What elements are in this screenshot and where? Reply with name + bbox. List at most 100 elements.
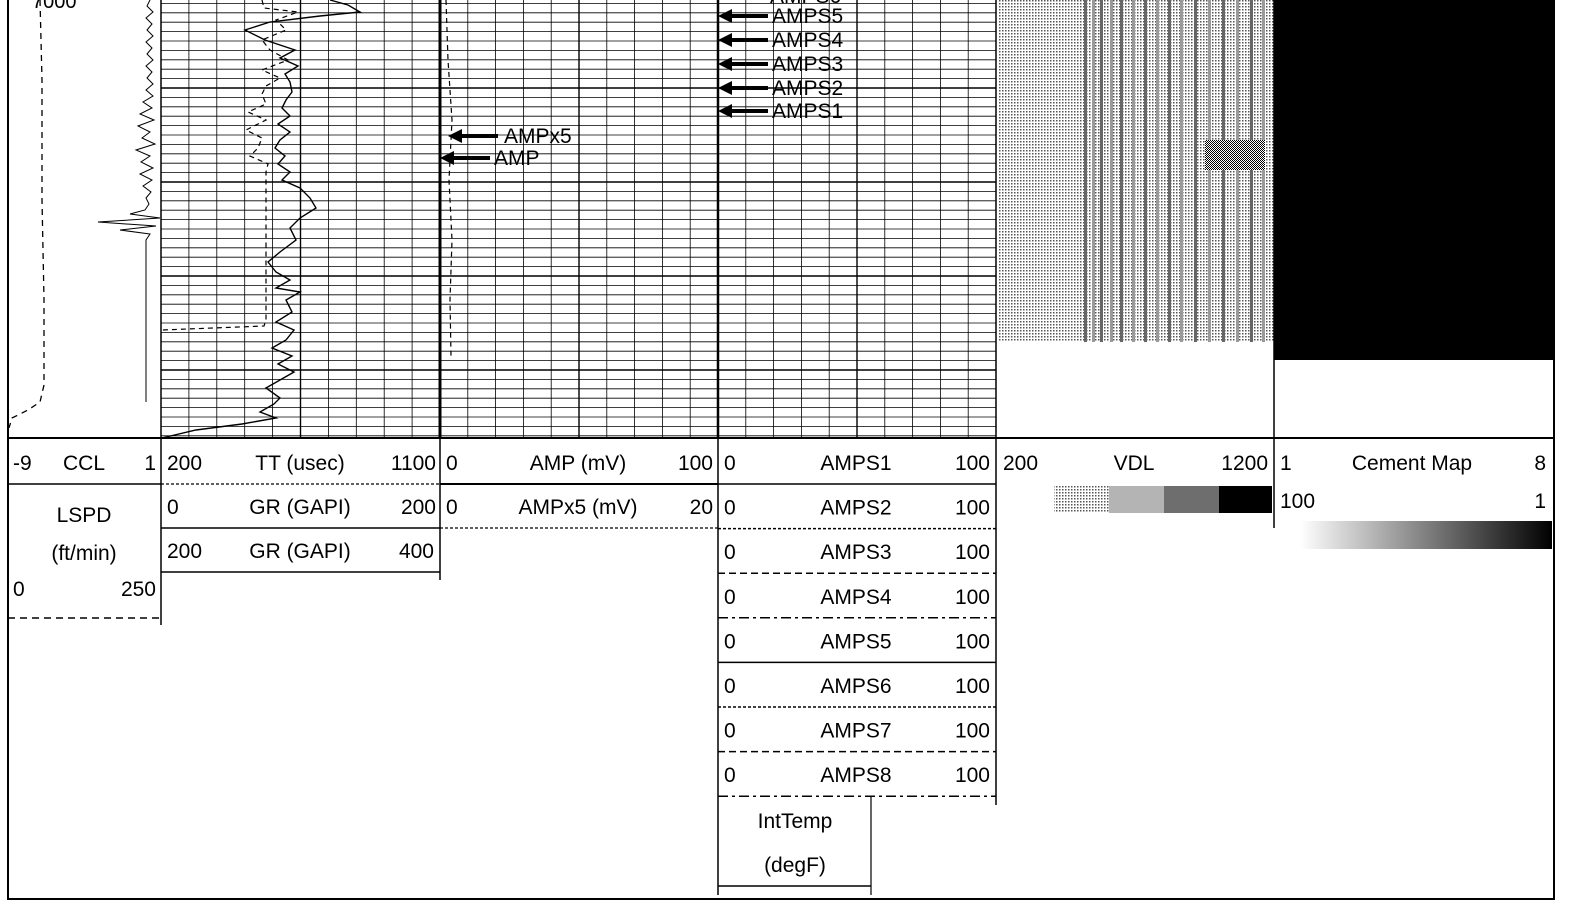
ampx5-pointer: AMPx5 (448, 125, 572, 148)
tt-name: TT (usec) (255, 452, 344, 475)
ccl-max: 1 (144, 452, 156, 475)
vdl-stripe (1194, 0, 1197, 342)
gr-max: 200 (401, 496, 436, 519)
vdl-waveform-stripes (1084, 0, 1265, 342)
amps-row-min: 0 (724, 675, 736, 698)
header-gr2: 200 GR (GAPI) 400 (161, 540, 440, 573)
lspd-max: 250 (121, 578, 156, 601)
gr2-name: GR (GAPI) (249, 540, 351, 563)
amp-name: AMP (mV) (530, 452, 626, 475)
tt-max: 1100 (391, 452, 436, 475)
cement-max: 8 (1534, 452, 1546, 475)
vdl-stripe (1156, 0, 1159, 342)
header-lspd: LSPD (ft/min) 0 250 (8, 504, 161, 619)
amps1-pointer: AMPS1 (718, 100, 843, 123)
ccl-min: -9 (13, 452, 32, 475)
amps-row-max: 100 (955, 541, 990, 564)
vdl-stripe (1100, 0, 1103, 342)
track-ccl-lspd: 7000 (8, 0, 161, 429)
vdl-stripe (1132, 0, 1135, 342)
cement-map-image (1274, 0, 1554, 360)
vdl-stripe (1092, 0, 1095, 342)
ampx5-curve-label: AMPx5 (504, 125, 572, 148)
vdl-stripe (1180, 0, 1183, 342)
lspd-unit: (ft/min) (51, 542, 116, 565)
amps1-curve-label: AMPS1 (772, 100, 843, 123)
amps-row-name: AMPS6 (820, 675, 891, 698)
amps-row-min: 0 (724, 497, 736, 520)
header-amp: 0 AMP (mV) 100 (440, 452, 718, 485)
vdl-stripe (1208, 0, 1211, 342)
cement-name: Cement Map (1352, 452, 1472, 475)
header-ampx5: 0 AMPx5 (mV) 20 (440, 496, 718, 529)
amps-row-max: 100 (955, 586, 990, 609)
amps-row-min: 0 (724, 452, 736, 475)
vdl-chevron-pattern (1205, 140, 1265, 170)
amps6-curve-label: AMPS6 (770, 0, 841, 8)
amps4-pointer: AMPS4 (718, 29, 844, 52)
amps-row-name: AMPS8 (820, 764, 891, 787)
amps-row-name: AMPS4 (820, 586, 892, 609)
cement-min: 1 (1280, 452, 1292, 475)
amps-row-name: AMPS2 (820, 497, 891, 520)
amps-row-max: 100 (955, 630, 990, 653)
inttemp-name: IntTemp (758, 810, 833, 833)
log-grid (161, 0, 996, 438)
track-dividers (7, 0, 1555, 900)
amps-row-min: 0 (724, 541, 736, 564)
vdl-max: 1200 (1221, 452, 1268, 475)
amps-row-min: 0 (724, 764, 736, 787)
header-amps: 0 AMPS1 100 0 AMPS2 100 0 AMPS3 100 0 AMPS4 100 0 AMP… (718, 452, 996, 797)
amps-row-name: AMPS3 (820, 541, 891, 564)
vdl-stripe (1250, 0, 1253, 342)
amps5-pointer: AMPS5 (718, 5, 843, 28)
vdl-stripe (1110, 0, 1113, 342)
depth-label: 7000 (32, 0, 77, 13)
header-cement-map: 1 Cement Map 8 100 1 (1280, 452, 1552, 549)
track-tt-gr (161, 0, 363, 439)
amps-row-name: AMPS7 (820, 720, 891, 743)
amp-pointer: AMP (440, 147, 540, 170)
amps-row-name: AMPS1 (820, 452, 891, 475)
lspd-min: 0 (13, 578, 25, 601)
amp-min: 0 (446, 452, 458, 475)
amps4-curve-label: AMPS4 (772, 29, 844, 52)
vdl-color-scale (1054, 486, 1272, 513)
ampx5-min: 0 (446, 496, 458, 519)
amps-row-max: 100 (955, 452, 990, 475)
lspd-name: LSPD (57, 504, 112, 527)
vdl-stripe (1222, 0, 1225, 342)
vdl-stripe (1262, 0, 1265, 342)
amps-row-min: 0 (724, 586, 736, 609)
inttemp-unit: (degF) (764, 854, 826, 877)
amp-curve-label: AMP (494, 147, 540, 170)
header-gr: 0 GR (GAPI) 200 (161, 496, 440, 529)
vdl-image (998, 0, 1274, 342)
gr2-min: 200 (167, 540, 202, 563)
amps2-curve-label: AMPS2 (772, 77, 843, 100)
ampx5-curve (445, 0, 453, 357)
cement-min2: 100 (1280, 490, 1315, 513)
gr-min: 0 (167, 496, 179, 519)
header-inttemp: IntTemp (degF) (718, 810, 871, 887)
amps-row-max: 100 (955, 675, 990, 698)
amp-max: 100 (678, 452, 713, 475)
amps2-pointer: AMPS2 (718, 77, 843, 100)
amps-row-max: 100 (955, 720, 990, 743)
amps-row-max: 100 (955, 497, 990, 520)
tt-min: 200 (167, 452, 202, 475)
header-tt: 200 TT (usec) 1100 (161, 452, 440, 485)
gr-name: GR (GAPI) (249, 496, 351, 519)
track-amps: AMPS6 AMPS5 AMPS4 AMPS3 AMPS2 AMPS1 (716, 0, 844, 438)
vdl-min: 200 (1003, 452, 1038, 475)
vdl-stripe (1084, 0, 1087, 342)
vdl-name: VDL (1114, 452, 1155, 475)
amps3-curve-label: AMPS3 (772, 53, 843, 76)
cement-color-scale (1300, 521, 1552, 549)
ampx5-max: 20 (690, 496, 713, 519)
gr2-max: 400 (399, 540, 434, 563)
amps3-pointer: AMPS3 (718, 53, 843, 76)
header-ccl: -9 CCL 1 (8, 452, 161, 485)
track-amp: AMPx5 AMP (438, 0, 572, 438)
header-vdl: 200 VDL 1200 (1003, 452, 1272, 513)
